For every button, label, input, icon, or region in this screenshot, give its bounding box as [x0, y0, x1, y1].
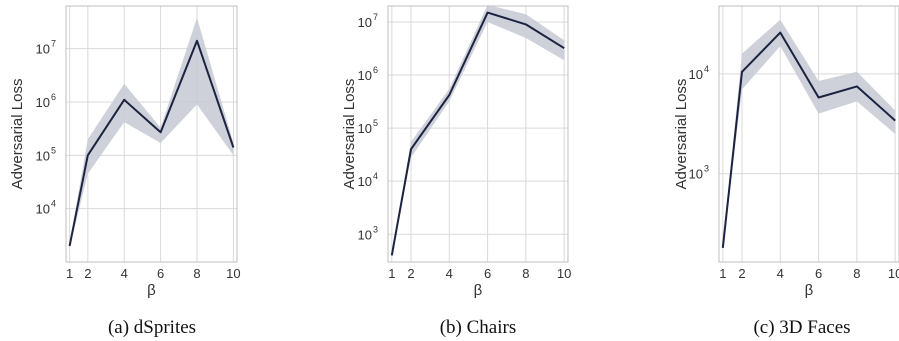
x-tick-label: 4 — [121, 266, 128, 281]
x-tick-label: 4 — [777, 266, 784, 281]
y-tick-label: 10 — [689, 167, 703, 182]
y-tick-exponent: 6 — [51, 92, 56, 102]
x-tick-label: 8 — [853, 266, 860, 281]
x-tick-label: 8 — [193, 266, 200, 281]
plot-frame — [65, 5, 238, 263]
subfigure-caption: (a) dSprites — [108, 317, 196, 338]
series-line — [390, 11, 565, 256]
x-axis-label: β — [147, 282, 156, 299]
y-tick-exponent: 3 — [704, 164, 709, 174]
confidence-band — [722, 19, 896, 250]
y-tick-exponent: 6 — [373, 65, 378, 75]
x-tick-label: 2 — [407, 266, 414, 281]
y-tick-label: 10 — [36, 95, 50, 110]
y-tick-label: 10 — [36, 42, 50, 57]
y-tick-label: 10 — [358, 15, 372, 30]
x-tick-label: 10 — [557, 266, 571, 281]
plot-frame — [718, 5, 899, 263]
y-tick-label: 10 — [689, 67, 703, 82]
y-tick-label: 10 — [36, 202, 50, 217]
y-tick-exponent: 7 — [373, 12, 378, 22]
y-tick-exponent: 4 — [373, 171, 378, 181]
series-line — [68, 39, 235, 247]
y-tick-exponent: 7 — [51, 39, 56, 49]
x-tick-label: 6 — [815, 266, 822, 281]
x-tick-label: 6 — [157, 266, 164, 281]
confidence-band — [69, 17, 234, 249]
x-tick-label: 2 — [738, 266, 745, 281]
y-tick-exponent: 4 — [704, 64, 709, 74]
x-tick-label: 4 — [446, 266, 453, 281]
series-line — [721, 31, 896, 249]
y-tick-label: 10 — [358, 174, 372, 189]
x-axis-label: β — [474, 282, 483, 299]
x-tick-label: 1 — [66, 266, 73, 281]
subfigure-caption: (b) Chairs — [440, 317, 517, 338]
y-tick-exponent: 3 — [373, 224, 378, 234]
x-tick-label: 1 — [719, 266, 726, 281]
y-axis-label: Adversarial Loss — [673, 79, 690, 190]
x-tick-label: 10 — [226, 266, 240, 281]
y-tick-exponent: 4 — [51, 199, 56, 209]
y-axis-label: Adversarial Loss — [9, 79, 26, 190]
y-tick-exponent: 5 — [51, 145, 56, 155]
x-tick-label: 6 — [484, 266, 491, 281]
y-tick-label: 10 — [358, 68, 372, 83]
x-axis-label: β — [805, 282, 814, 299]
subfigure-caption: (c) 3D Faces — [753, 317, 850, 338]
confidence-band — [391, 4, 565, 257]
x-tick-label: 8 — [522, 266, 529, 281]
x-tick-label: 1 — [388, 266, 395, 281]
plot-frame — [387, 5, 569, 263]
y-tick-label: 10 — [36, 148, 50, 163]
y-tick-label: 10 — [358, 121, 372, 136]
y-axis-label: Adversarial Loss — [341, 79, 358, 190]
y-tick-label: 10 — [358, 227, 372, 242]
x-tick-label: 10 — [888, 266, 899, 281]
x-tick-label: 2 — [84, 266, 91, 281]
y-tick-exponent: 5 — [373, 118, 378, 128]
